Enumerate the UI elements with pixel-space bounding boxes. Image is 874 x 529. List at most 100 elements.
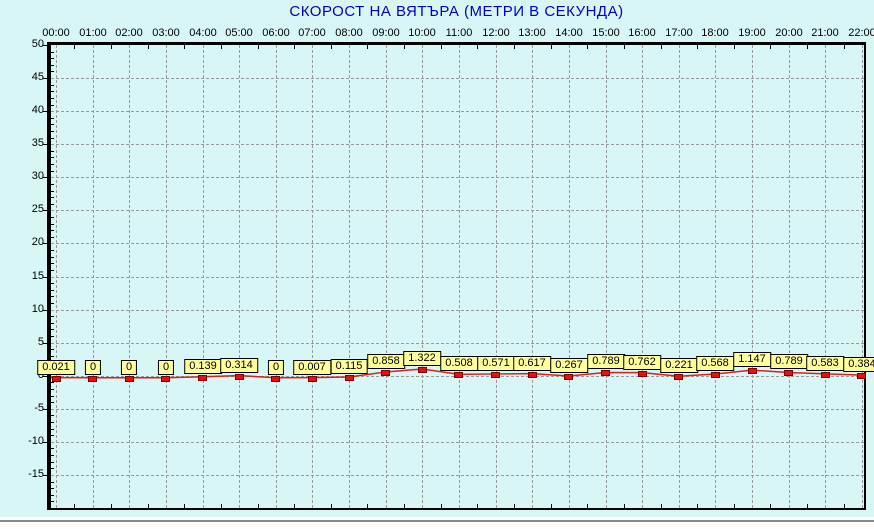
y-minor-tick [51, 138, 54, 139]
grid-line-v [825, 45, 826, 508]
y-tick-label: -10 [28, 435, 44, 447]
y-tick-label: 45 [31, 71, 44, 83]
y-minor-tick [51, 85, 54, 86]
grid-line-v [606, 45, 607, 508]
y-tick-label: 50 [31, 38, 44, 50]
y-major-tick [43, 144, 47, 145]
y-minor-tick [51, 217, 54, 218]
x-halfhour-tick-top [587, 45, 588, 49]
x-tick-label: 13:00 [518, 27, 546, 39]
grid-line-v [789, 45, 790, 508]
y-minor-tick [51, 283, 54, 284]
data-label-box: 0.858 [367, 354, 405, 369]
x-tick-label: 05:00 [225, 27, 253, 39]
data-point-marker [784, 370, 793, 376]
y-minor-tick [51, 455, 54, 456]
data-label-box: 0.583 [806, 356, 844, 371]
y-major-tick [43, 442, 47, 443]
data-point-marker [381, 370, 390, 376]
y-major-tick [43, 277, 47, 278]
grid-line-v [312, 45, 313, 508]
y-major-tick [43, 310, 47, 311]
x-halfhour-tick-bottom [587, 504, 588, 508]
data-point-marker [857, 373, 866, 379]
y-minor-tick [51, 429, 54, 430]
data-label-box: 0.267 [550, 358, 588, 373]
x-tick-label: 11:00 [445, 27, 473, 39]
grid-line-h [51, 277, 864, 278]
data-point-marker [52, 376, 61, 382]
x-halfhour-tick-bottom [624, 504, 625, 508]
y-minor-tick [51, 396, 54, 397]
y-minor-tick [51, 323, 54, 324]
x-halfhour-tick-top [551, 45, 552, 49]
x-halfhour-tick-top [441, 45, 442, 49]
x-tick-label: 02:00 [115, 27, 143, 39]
x-halfhour-tick-top [514, 45, 515, 49]
y-minor-tick [51, 191, 54, 192]
grid-line-v [349, 45, 350, 508]
grid-line-h [51, 343, 864, 344]
y-tick-label: 0 [37, 369, 44, 381]
data-point-marker [161, 376, 170, 382]
data-label-box: 0.384 [843, 357, 874, 372]
y-minor-tick [51, 131, 54, 132]
x-tick-label: 06:00 [262, 27, 290, 39]
y-minor-tick [51, 250, 54, 251]
grid-line-v [862, 45, 863, 508]
x-tick-label: 17:00 [665, 27, 693, 39]
y-major-tick [43, 243, 47, 244]
data-point-marker [821, 372, 830, 378]
x-halfhour-tick-top [294, 45, 295, 49]
y-minor-tick [51, 157, 54, 158]
x-halfhour-tick-bottom [74, 504, 75, 508]
plot-right-border [864, 42, 866, 510]
y-tick-label: 15 [31, 270, 44, 282]
grid-line-h [51, 310, 864, 311]
y-tick-label: 20 [31, 236, 44, 248]
data-point-marker [88, 376, 97, 382]
data-label-box: 0 [157, 360, 175, 375]
grid-line-v [129, 45, 130, 508]
x-halfhour-tick-top [770, 45, 771, 49]
y-major-tick [43, 376, 47, 377]
chart-background-panel [0, 0, 874, 517]
y-minor-tick [51, 52, 54, 53]
y-minor-tick [51, 448, 54, 449]
y-minor-tick [51, 329, 54, 330]
y-tick-label: 25 [31, 203, 44, 215]
grid-line-v [752, 45, 753, 508]
y-minor-tick [51, 164, 54, 165]
y-major-tick [43, 111, 47, 112]
y-minor-tick [51, 402, 54, 403]
x-halfhour-tick-top [807, 45, 808, 49]
bottom-divider-line [0, 520, 874, 522]
y-minor-tick [51, 356, 54, 357]
y-minor-tick [51, 435, 54, 436]
grid-line-v [532, 45, 533, 508]
grid-line-v [496, 45, 497, 508]
y-tick-label: 10 [31, 303, 44, 315]
x-halfhour-tick-bottom [294, 504, 295, 508]
grid-line-v [386, 45, 387, 508]
x-halfhour-tick-bottom [770, 504, 771, 508]
data-label-box: 0 [84, 360, 102, 375]
x-tick-label: 15:00 [592, 27, 620, 39]
y-major-tick [43, 475, 47, 476]
y-major-tick [43, 409, 47, 410]
x-axis-top-border [47, 42, 866, 45]
data-label-box: 0.568 [696, 356, 734, 371]
x-halfhour-tick-bottom [111, 504, 112, 508]
data-point-marker [454, 372, 463, 378]
data-point-marker [491, 372, 500, 378]
x-halfhour-tick-bottom [148, 504, 149, 508]
data-label-box: 0.762 [623, 355, 661, 370]
y-minor-tick [51, 316, 54, 317]
x-halfhour-tick-top [221, 45, 222, 49]
grid-line-v [56, 45, 57, 508]
x-halfhour-tick-top [477, 45, 478, 49]
data-point-marker [638, 371, 647, 377]
data-label-box: 0.314 [220, 358, 258, 373]
chart-title: СКОРОСТ НА ВЯТЪРА (МЕТРИ В СЕКУНДА) [289, 3, 624, 20]
